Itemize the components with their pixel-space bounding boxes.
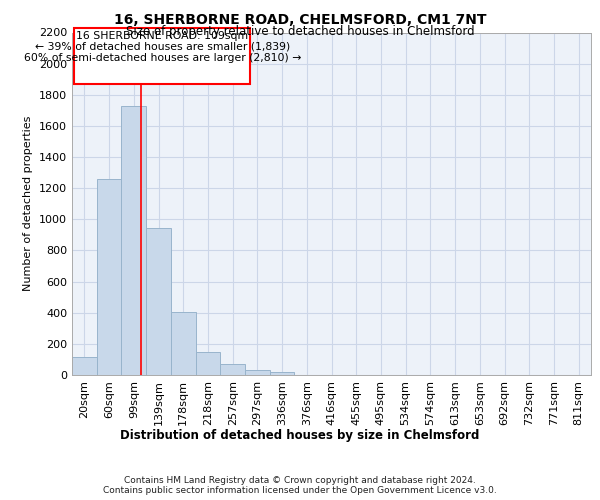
Bar xyxy=(171,312,196,375)
Y-axis label: Number of detached properties: Number of detached properties xyxy=(23,116,34,292)
Text: 16 SHERBORNE ROAD: 109sqm: 16 SHERBORNE ROAD: 109sqm xyxy=(76,31,248,41)
Text: Contains public sector information licensed under the Open Government Licence v3: Contains public sector information licen… xyxy=(103,486,497,495)
Text: Contains HM Land Registry data © Crown copyright and database right 2024.: Contains HM Land Registry data © Crown c… xyxy=(124,476,476,485)
Bar xyxy=(220,364,245,375)
Text: Size of property relative to detached houses in Chelmsford: Size of property relative to detached ho… xyxy=(125,25,475,38)
FancyBboxPatch shape xyxy=(74,28,250,84)
Bar xyxy=(121,106,146,375)
Bar xyxy=(270,372,295,375)
Text: Distribution of detached houses by size in Chelmsford: Distribution of detached houses by size … xyxy=(121,430,479,442)
Text: 60% of semi-detached houses are larger (2,810) →: 60% of semi-detached houses are larger (… xyxy=(23,52,301,62)
Text: ← 39% of detached houses are smaller (1,839): ← 39% of detached houses are smaller (1,… xyxy=(35,42,290,52)
Bar xyxy=(245,370,270,375)
Bar xyxy=(146,228,171,375)
Bar xyxy=(72,357,97,375)
Bar xyxy=(97,179,121,375)
Bar xyxy=(196,352,220,375)
Text: 16, SHERBORNE ROAD, CHELMSFORD, CM1 7NT: 16, SHERBORNE ROAD, CHELMSFORD, CM1 7NT xyxy=(114,12,486,26)
